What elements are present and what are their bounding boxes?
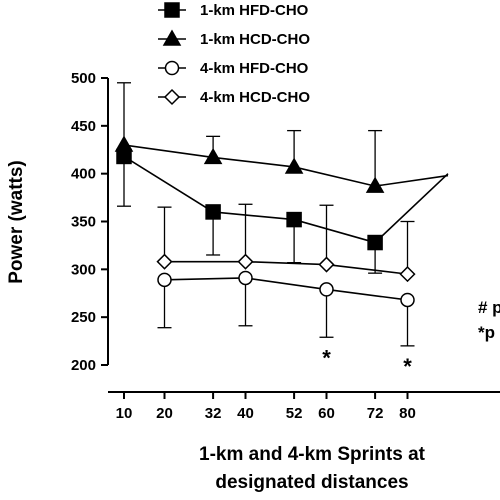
legend-marker	[162, 29, 182, 46]
y-tick-label: 200	[71, 357, 96, 374]
data-point	[400, 292, 415, 308]
data-point	[399, 266, 416, 283]
data-point	[205, 204, 221, 220]
significance-star: *	[403, 354, 412, 379]
data-point	[284, 157, 304, 174]
legend-marker	[163, 88, 181, 106]
legend-label: 1-km HCD-CHO	[200, 31, 310, 48]
data-point	[286, 211, 302, 228]
x-tick-label: 32	[205, 405, 222, 422]
data-point	[203, 147, 223, 165]
y-tick-label: 300	[71, 261, 96, 278]
x-tick-label: 72	[367, 405, 384, 422]
data-point	[157, 272, 172, 288]
y-axis-title: Power (watts)	[6, 160, 27, 284]
y-ticks: 200 250 300 350 400 450 500	[71, 70, 108, 374]
data-point	[367, 234, 383, 251]
x-axis-title-line-2: designated distances	[215, 472, 408, 493]
x-axis-title-line-1: 1-km and 4-km Sprints at	[199, 444, 426, 465]
legend-label: 4-km HFD-CHO	[200, 60, 309, 77]
data-point	[156, 253, 173, 270]
plot-area: 200 250 300 350 400 450 500 10 20 32 40 52 60 72 80 *…	[71, 70, 500, 422]
legend-marker	[164, 60, 180, 76]
series-line	[164, 277, 408, 301]
significance-note-hash: # p	[478, 298, 500, 317]
x-tick-label: 80	[399, 405, 416, 422]
legend-entry: 1-km HFD-CHO	[158, 2, 309, 19]
x-tick-label: 20	[156, 405, 173, 422]
legend-marker	[164, 2, 180, 18]
data-point	[237, 253, 254, 270]
x-tick-label: 60	[318, 405, 335, 422]
data-point	[318, 256, 335, 273]
x-tick-label: 40	[237, 405, 254, 422]
data-point	[114, 135, 134, 152]
y-tick-label: 250	[71, 309, 96, 326]
legend-label: 4-km HCD-CHO	[200, 89, 310, 106]
x-ticks: 10 20 32 40 52 60 72 80	[116, 392, 416, 422]
series-3	[157, 270, 415, 347]
data-point	[238, 270, 253, 286]
y-tick-label: 500	[71, 70, 96, 87]
y-tick-label: 450	[71, 118, 96, 135]
data-point	[319, 282, 334, 297]
y-tick-label: 400	[71, 166, 96, 183]
significance-note-star: *p	[478, 323, 495, 342]
annotations: * *	[322, 345, 412, 379]
legend-entry: 4-km HCD-CHO	[158, 88, 310, 106]
significance-star: *	[322, 345, 331, 370]
legend: 1-km HFD-CHO 1-km HCD-CHO 4-km HFD-CHO 4-km…	[158, 2, 310, 106]
series-2	[114, 82, 449, 193]
data-point	[365, 176, 385, 193]
x-tick-label: 10	[116, 405, 133, 422]
legend-entry: 4-km HFD-CHO	[158, 60, 309, 77]
legend-label: 1-km HFD-CHO	[200, 2, 309, 19]
series-4	[156, 203, 416, 283]
legend-entry: 1-km HCD-CHO	[158, 29, 310, 48]
y-tick-label: 350	[71, 214, 96, 231]
x-tick-label: 52	[286, 405, 303, 422]
series-line	[164, 260, 408, 275]
series-line	[123, 144, 449, 187]
series-layer	[114, 82, 449, 347]
series-line	[123, 155, 449, 244]
series-1	[116, 148, 449, 274]
